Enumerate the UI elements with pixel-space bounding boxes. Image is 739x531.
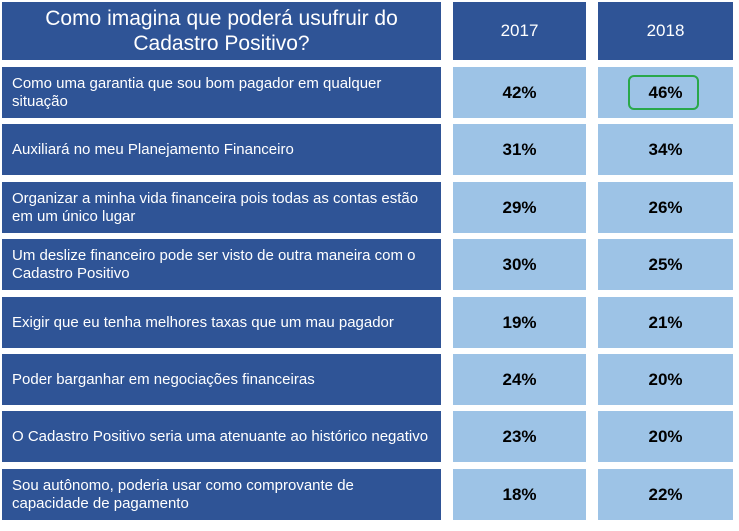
value-cell-2017: 30% xyxy=(453,239,586,290)
value-cell-2017: 29% xyxy=(453,182,586,233)
row-label: Organizar a minha vida financeira pois t… xyxy=(2,182,441,233)
value-cell-2018: 25% xyxy=(598,239,733,290)
value-cell-2018: 20% xyxy=(598,354,733,405)
row-label: Exigir que eu tenha melhores taxas que u… xyxy=(2,297,441,348)
row-label: Sou autônomo, poderia usar como comprova… xyxy=(2,469,441,520)
table-title: Como imagina que poderá usufruir do Cada… xyxy=(2,2,441,60)
value-cell-2017: 24% xyxy=(453,354,586,405)
row-label: O Cadastro Positivo seria uma atenuante … xyxy=(2,411,441,462)
value-cell-2018: 22% xyxy=(598,469,733,520)
value-cell-2017: 18% xyxy=(453,469,586,520)
row-label: Poder barganhar em negociações financeir… xyxy=(2,354,441,405)
value-cell-2017: 42% xyxy=(453,67,586,118)
value-cell-2018: 20% xyxy=(598,411,733,462)
value-cell-2017: 31% xyxy=(453,124,586,175)
value-cell-2018: 21% xyxy=(598,297,733,348)
row-label: Auxiliará no meu Planejamento Financeiro xyxy=(2,124,441,175)
value-cell-2017: 19% xyxy=(453,297,586,348)
column-header-2017: 2017 xyxy=(453,2,586,60)
row-label: Um deslize financeiro pode ser visto de … xyxy=(2,239,441,290)
value-cell-2017: 23% xyxy=(453,411,586,462)
column-header-2018: 2018 xyxy=(598,2,733,60)
value-cell-2018: 26% xyxy=(598,182,733,233)
value-cell-2018: 34% xyxy=(598,124,733,175)
highlight-box xyxy=(628,75,699,110)
row-label: Como uma garantia que sou bom pagador em… xyxy=(2,67,441,118)
